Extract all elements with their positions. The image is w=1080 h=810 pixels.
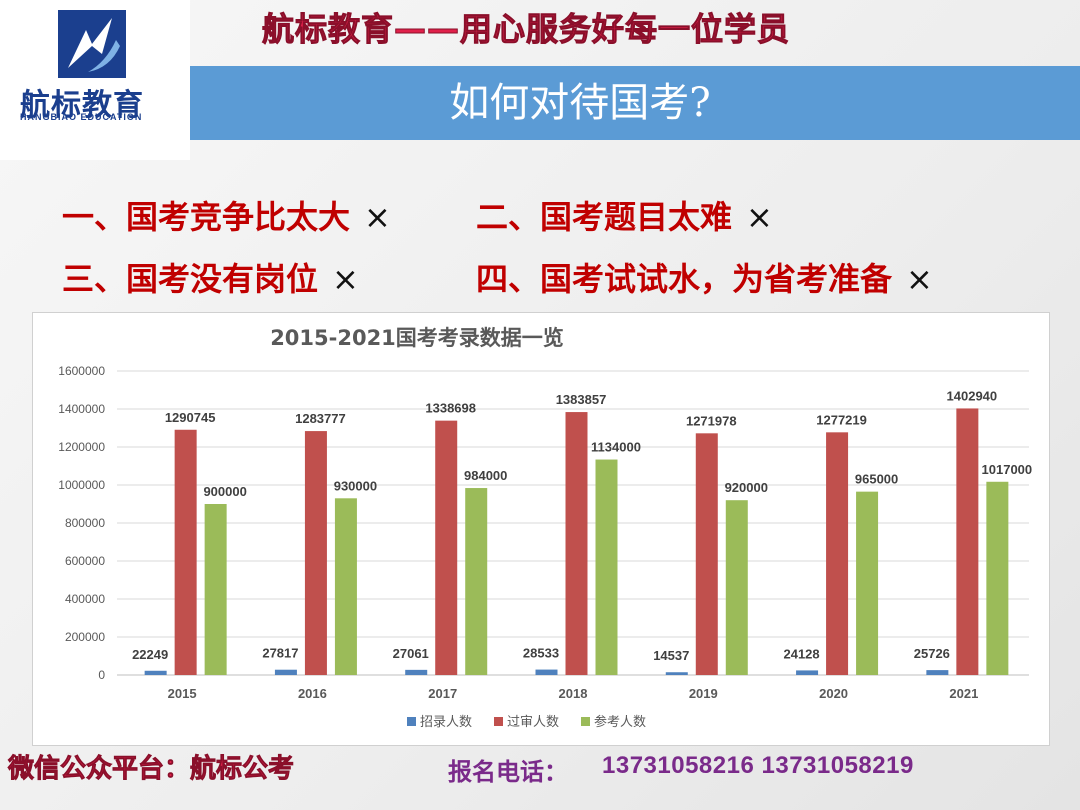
x-tick-label: 2017: [428, 686, 457, 701]
y-tick-label: 0: [98, 668, 105, 682]
point-2-text: 二、国考题目太难: [476, 198, 733, 236]
point-4: 四、国考试试水，为省考准备 ×: [476, 254, 933, 300]
y-tick-label: 600000: [65, 554, 105, 568]
bars: [144, 408, 1009, 675]
bar-参考人数-2019: [725, 500, 748, 675]
data-label: 984000: [464, 468, 507, 483]
y-axis-ticks: 0 200000 400000 600000 800000 1000000 1200000 1…: [58, 364, 105, 682]
point-1: 一、国考竞争比太大 ×: [62, 192, 391, 238]
bar-过审人数-2016: [304, 431, 327, 675]
data-label: 28533: [523, 646, 559, 661]
y-tick-label: 400000: [65, 592, 105, 606]
bar-招录人数-2017: [405, 669, 428, 675]
legend-swatch: [581, 717, 590, 726]
point-4-text: 四、国考试试水，为省考准备: [476, 260, 893, 298]
bar-招录人数-2020: [796, 670, 819, 675]
data-label: 1283777: [295, 411, 346, 426]
legend-swatch: [407, 717, 416, 726]
data-label: 965000: [855, 472, 898, 487]
phone-label: 报名电话：: [448, 757, 568, 786]
bar-参考人数-2020: [856, 491, 879, 675]
phone-numbers: 13731058216 13731058219: [602, 752, 914, 779]
data-label: 22249: [132, 647, 168, 662]
data-label: 1277219: [816, 412, 867, 427]
data-label: 1290745: [165, 410, 216, 425]
y-tick-label: 1600000: [58, 364, 105, 378]
bar-参考人数-2017: [465, 488, 488, 675]
title-band: 如何对待国考?: [190, 66, 1080, 140]
data-label: 900000: [203, 484, 246, 499]
legend-label: 招录人数: [420, 715, 472, 730]
chart-title: 2015-2021国考考录数据一览: [270, 326, 564, 350]
data-label: 1017000: [982, 462, 1033, 477]
data-label: 25726: [914, 646, 950, 661]
point-2-cross-icon: ×: [746, 198, 773, 236]
bar-过审人数-2015: [174, 429, 197, 675]
point-3: 三、国考没有岗位 ×: [62, 254, 359, 300]
data-label: 1271978: [686, 413, 737, 428]
x-tick-label: 2021: [949, 686, 978, 701]
point-2: 二、国考题目太难 ×: [476, 192, 773, 238]
chart-container: 2015-2021国考考录数据一览 0 200000 400000 600000 800…: [32, 312, 1050, 746]
data-label: 27061: [393, 646, 429, 661]
logo-cn-text: 航标教育: [20, 88, 144, 123]
y-tick-label: 200000: [65, 630, 105, 644]
y-tick-label: 1400000: [58, 402, 105, 416]
y-tick-label: 800000: [65, 516, 105, 530]
logo-en-text: HANGBIAO EDUCATION: [20, 112, 143, 122]
bar-招录人数-2016: [274, 669, 297, 675]
slogan-banner: 航标教育——用心服务好每一位学员: [261, 10, 791, 49]
data-label: 24128: [783, 646, 819, 661]
bar-招录人数-2018: [535, 669, 558, 675]
bar-参考人数-2018: [595, 459, 618, 675]
bar-招录人数-2021: [926, 670, 949, 675]
x-tick-label: 2016: [298, 686, 327, 701]
x-tick-label: 2018: [559, 686, 588, 701]
bar-招录人数-2015: [144, 670, 167, 675]
point-1-text: 一、国考竞争比太大: [62, 198, 351, 236]
legend-swatch: [494, 717, 503, 726]
x-axis-ticks: 2015 2016 2017 2018 2019 2020 2021: [168, 686, 979, 701]
bar-参考人数-2021: [986, 481, 1009, 675]
data-label: 1134000: [591, 440, 641, 455]
bar-chart: 2015-2021国考考录数据一览 0 200000 400000 600000 800…: [58, 326, 1032, 730]
legend: 招录人数 过审人数 参考人数: [407, 714, 646, 730]
data-label: 930000: [334, 478, 377, 493]
logo-area: 航标教育 HANGBIAO EDUCATION: [0, 0, 190, 160]
bar-参考人数-2015: [204, 504, 227, 675]
data-label: 27817: [262, 646, 298, 661]
data-label: 920000: [725, 480, 768, 495]
y-tick-label: 1200000: [58, 440, 105, 454]
x-tick-label: 2019: [689, 686, 718, 701]
x-tick-label: 2015: [168, 686, 197, 701]
data-labels: 22249 1290745 900000 27817 1283777 930000 2706…: [132, 388, 1032, 663]
data-label: 14537: [653, 648, 689, 663]
point-3-cross-icon: ×: [332, 260, 359, 298]
data-label: 1383857: [556, 392, 607, 407]
bar-招录人数-2019: [665, 672, 688, 675]
point-3-text: 三、国考没有岗位: [62, 260, 319, 298]
bar-过审人数-2017: [435, 420, 458, 675]
bar-过审人数-2021: [956, 408, 979, 675]
bar-过审人数-2020: [826, 432, 849, 675]
legend-label: 参考人数: [594, 714, 646, 730]
legend-label: 过审人数: [507, 715, 559, 730]
x-tick-label: 2020: [819, 686, 848, 701]
hangbiao-logo-icon: [58, 10, 126, 78]
data-label: 1402940: [947, 388, 998, 403]
point-4-cross-icon: ×: [906, 260, 933, 298]
y-tick-label: 1000000: [58, 478, 105, 492]
point-1-cross-icon: ×: [364, 198, 391, 236]
wechat-platform-text: 微信公众平台：航标公考: [8, 754, 295, 785]
data-label: 1338698: [425, 401, 476, 416]
bar-过审人数-2018: [565, 412, 588, 675]
page-title: 如何对待国考?: [449, 80, 711, 126]
bar-参考人数-2016: [334, 498, 357, 675]
bar-过审人数-2019: [695, 433, 718, 675]
